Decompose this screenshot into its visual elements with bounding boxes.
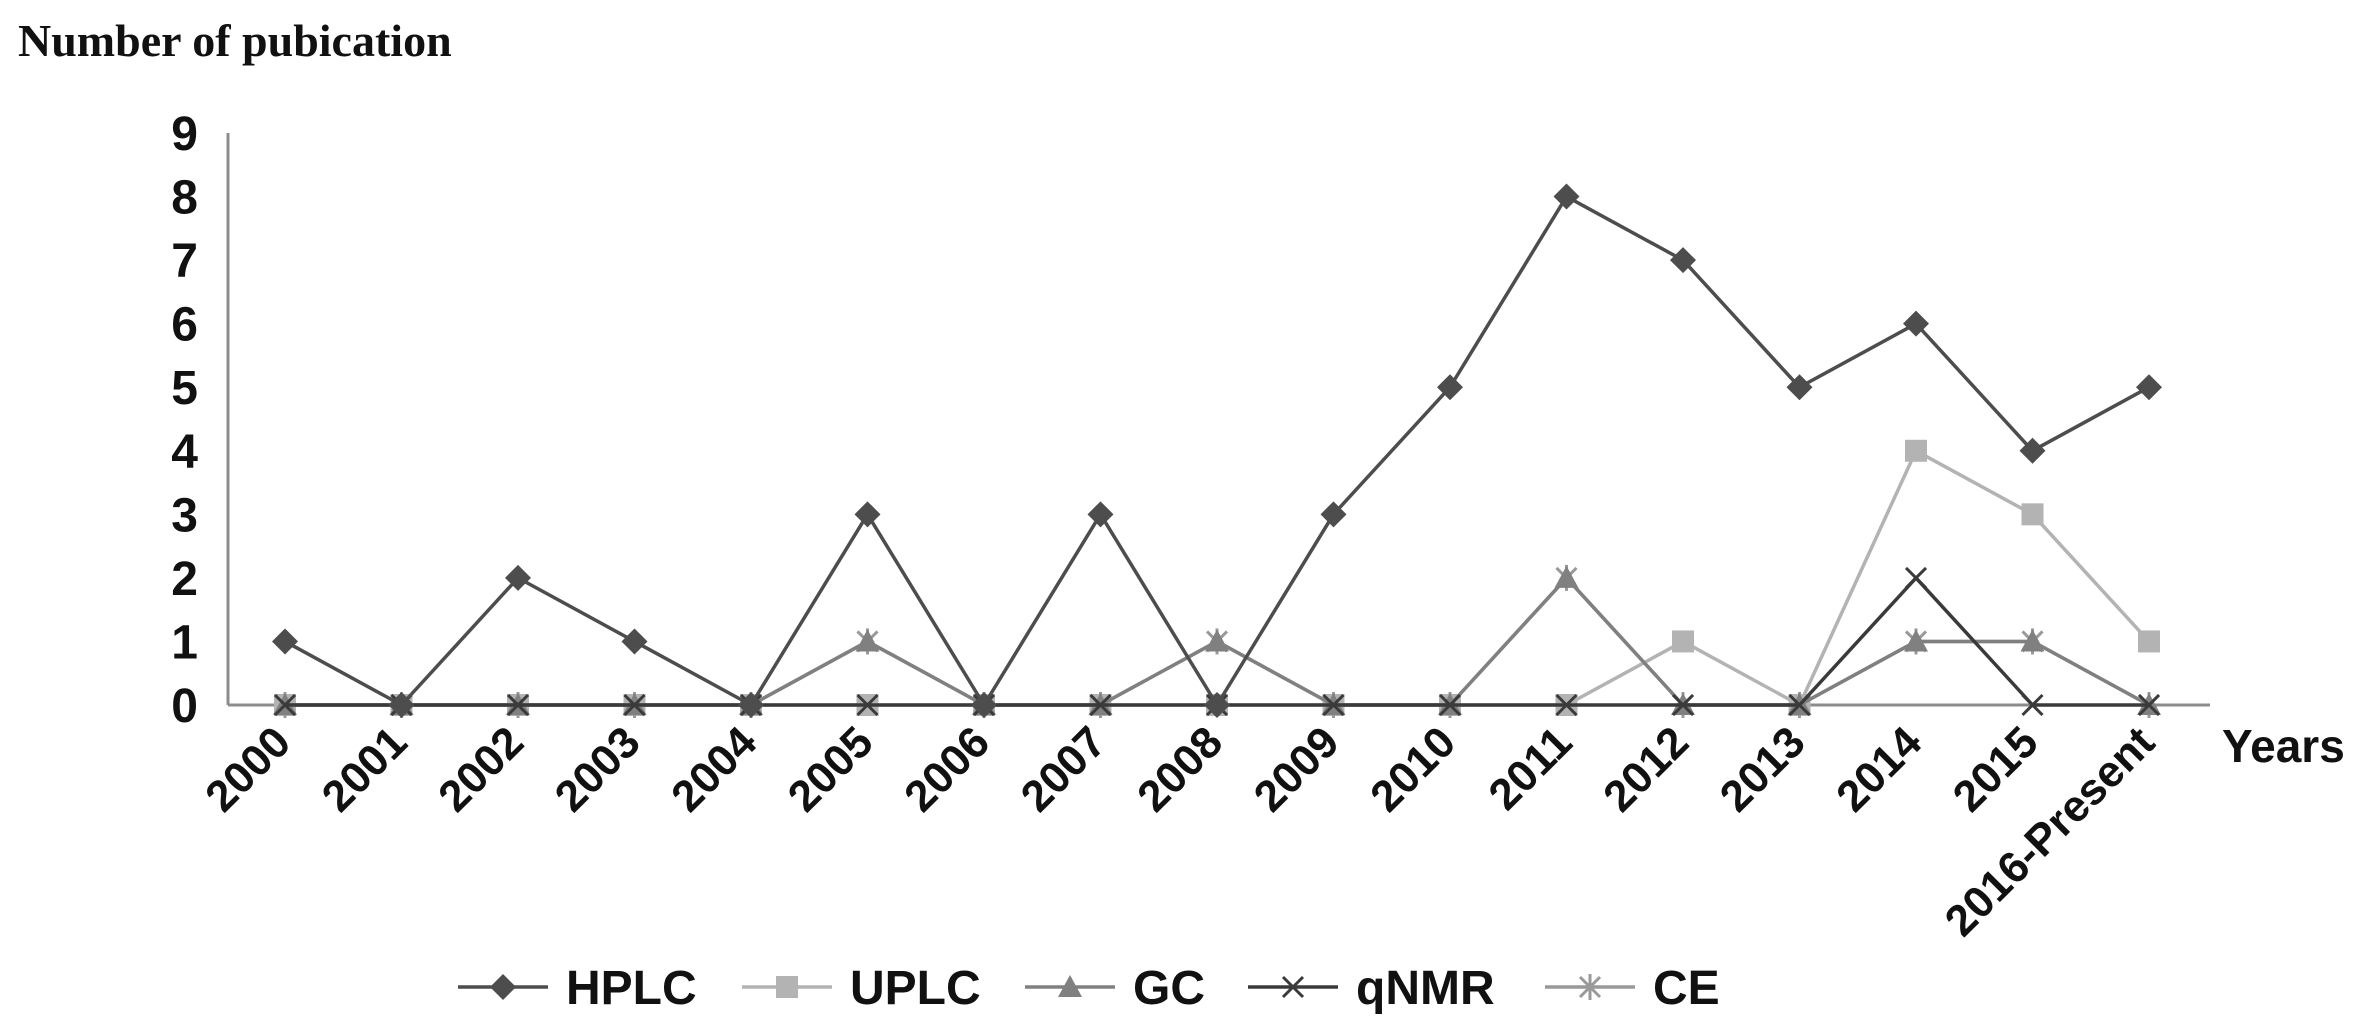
x-tick-label: 2002 [429,717,533,821]
x-tick-label: 2001 [313,717,417,821]
legend-item-hplc: HPLC [458,962,697,1015]
legend-marker-gc [1058,975,1082,997]
x-tick-label: 2015 [1944,717,2048,821]
data-point-gc [855,629,880,652]
data-point-qnmr [1788,693,1811,717]
x-tick-label: 2008 [1128,717,1232,821]
x-tick-label: 2014 [1827,717,1931,821]
data-point-hplc [1670,247,1696,274]
data-point-qnmr [856,693,879,717]
y-tick-label: 9 [171,108,198,161]
legend-label-qnmr: qNMR [1356,962,1495,1015]
data-point-qnmr [273,693,297,717]
data-point-hplc [1553,183,1580,210]
data-point-uplc [2021,503,2044,526]
legend-marker-ce [1578,974,1602,1000]
x-tick-label: 2013 [1711,717,1815,821]
series-group [272,183,2162,718]
y-axis-label: Number of pubication [18,15,452,66]
data-point-hplc [621,628,648,655]
data-point-gc [2020,629,2045,652]
y-tick-label: 5 [171,362,198,415]
data-point-uplc [1905,439,1927,462]
data-point-hplc [2019,437,2046,464]
data-point-hplc [1320,501,1347,528]
data-point-hplc [1786,374,1813,401]
y-tick-label: 4 [171,426,198,479]
data-point-hplc [2136,374,2162,401]
data-point-hplc [971,692,997,718]
y-tick-labels: 0 1 2 3 4 5 6 7 8 9 [171,108,198,733]
data-point-qnmr [1089,693,1112,717]
data-point-hplc [1204,692,1230,718]
data-point-qnmr [623,693,646,717]
y-tick-label: 6 [171,299,198,352]
data-point-hplc [1087,501,1114,528]
series-uplc [274,439,2160,716]
y-tick-label: 2 [171,553,198,606]
y-tick-label: 0 [171,680,198,733]
legend-marker-qnmr [1281,975,1305,999]
legend-label-ce: CE [1653,962,1720,1015]
legend-marker-hplc [490,974,516,1000]
legend-marker-uplc [776,976,798,998]
data-point-gc [1205,629,1229,652]
data-point-qnmr [1904,566,1928,589]
legend-item-ce: CE [1545,962,1720,1015]
data-point-qnmr [2137,693,2161,717]
x-tick-label: 2000 [196,717,300,821]
data-point-hplc [388,692,415,718]
axes [226,133,2210,707]
data-point-uplc [2138,630,2160,653]
y-tick-label: 8 [171,172,198,225]
data-point-hplc [1437,374,1463,401]
data-point-hplc [854,501,881,528]
y-tick-label: 1 [171,616,198,669]
data-point-qnmr [1555,693,1578,717]
legend-item-qnmr: qNMR [1248,962,1495,1015]
x-tick-label: 2004 [662,717,766,821]
data-point-gc [1554,565,1579,588]
series-hplc [272,183,2162,718]
data-point-hplc [505,564,531,591]
data-point-qnmr [1671,693,1695,717]
x-tick-label: 2016-Present [1936,717,2165,946]
data-point-gc [1904,629,1928,652]
data-point-qnmr [1322,693,1345,717]
x-tick-label: 2012 [1594,717,1698,821]
y-tick-label: 7 [171,235,198,288]
y-tick-label: 3 [171,489,198,542]
x-tick-label: 2006 [895,717,999,821]
x-tick-label: 2005 [779,717,883,821]
data-point-hplc [738,692,764,718]
x-tick-label: 2011 [1479,717,1581,819]
data-point-hplc [272,628,298,655]
data-point-qnmr [1438,693,1462,717]
legend-label-gc: GC [1133,962,1205,1015]
legend-label-uplc: UPLC [850,962,981,1015]
data-point-qnmr [2021,693,2044,717]
data-point-uplc [1672,630,1694,653]
x-tick-label: 2007 [1012,717,1116,821]
x-tick-label: 2003 [546,717,650,821]
legend: HPLC UPLC GC qNMR CE [458,962,1720,1015]
legend-item-gc: GC [1025,962,1205,1015]
legend-label-hplc: HPLC [566,962,697,1015]
data-point-qnmr [506,693,530,717]
x-tick-label: 2009 [1245,717,1349,821]
x-tick-labels: 2000 2001 2002 2003 2004 2005 2006 2007 2008 2009… [196,717,2164,946]
data-point-hplc [1903,310,1929,337]
x-tick-label: 2010 [1361,717,1465,821]
x-axis-label: Years [2222,720,2345,772]
legend-item-uplc: UPLC [742,962,981,1015]
